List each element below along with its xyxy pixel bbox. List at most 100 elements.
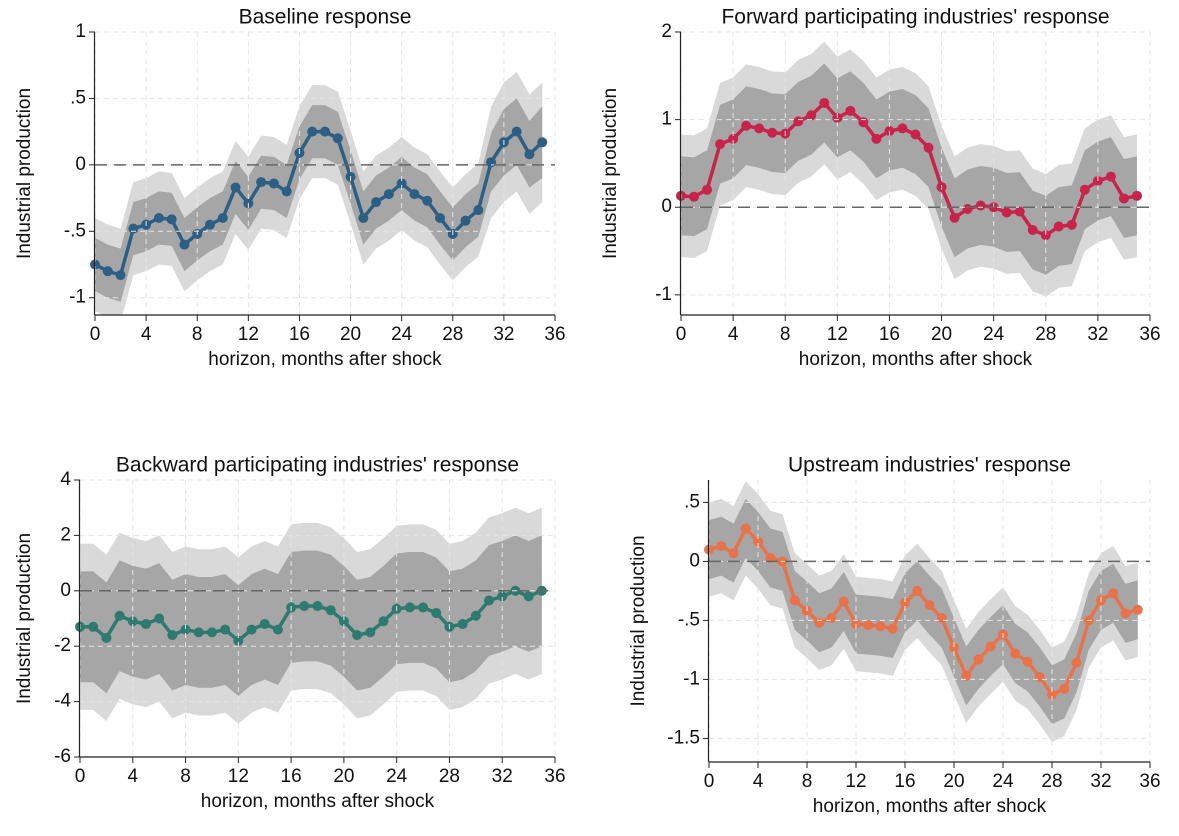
- data-point: [912, 585, 923, 596]
- data-point: [1120, 608, 1131, 619]
- data-point: [101, 632, 112, 643]
- x-tick-label: 8: [192, 324, 203, 345]
- data-point: [256, 177, 267, 188]
- data-point: [1027, 225, 1038, 236]
- y-tick-label: -1.5: [667, 727, 700, 748]
- data-point: [715, 139, 726, 150]
- y-tick-label: 2: [60, 524, 71, 545]
- data-point: [102, 266, 113, 277]
- data-point: [702, 184, 713, 195]
- data-point: [806, 110, 817, 121]
- y-axis-label: Industrial production: [14, 533, 35, 704]
- data-point: [1040, 230, 1051, 241]
- x-tick-label: 20: [333, 766, 354, 787]
- x-axis-label: horizon, months after shock: [201, 791, 435, 812]
- data-point: [767, 127, 778, 138]
- x-tick-label: 4: [728, 324, 739, 345]
- x-tick-label: 4: [127, 766, 138, 787]
- data-point: [887, 623, 898, 634]
- data-point: [365, 627, 376, 638]
- y-tick-label: -.5: [64, 220, 86, 241]
- panel: 0 4 8 12 16 20 24 28 32 36 .5 0 -.5 -1 -1.5 Upstream in…: [628, 454, 1161, 817]
- y-tick-label: -1: [655, 284, 672, 305]
- data-point: [272, 624, 283, 635]
- data-point: [230, 182, 241, 193]
- data-point: [728, 133, 739, 144]
- y-tick-label: -.5: [678, 609, 700, 630]
- y-tick-label: 1: [661, 109, 672, 130]
- data-point: [88, 621, 99, 632]
- data-point: [371, 197, 382, 208]
- data-point: [206, 627, 217, 638]
- data-point: [205, 219, 215, 230]
- data-point: [167, 630, 178, 641]
- data-point: [497, 591, 508, 602]
- data-point: [1105, 171, 1116, 182]
- data-point: [1079, 184, 1090, 195]
- data-point: [217, 213, 228, 224]
- data-point: [728, 548, 739, 559]
- data-point: [1066, 219, 1077, 230]
- y-tick-label: 0: [689, 550, 700, 571]
- x-tick-label: 32: [493, 324, 514, 345]
- data-point: [352, 630, 363, 641]
- x-tick-label: 32: [1087, 324, 1108, 345]
- data-point: [961, 670, 972, 681]
- x-tick-label: 4: [753, 771, 764, 792]
- data-point: [897, 123, 908, 134]
- data-point: [179, 239, 190, 250]
- data-point: [418, 602, 429, 613]
- x-tick-label: 24: [983, 324, 1005, 345]
- x-tick-label: 36: [544, 324, 565, 345]
- data-point: [233, 635, 244, 646]
- data-point: [1059, 683, 1070, 694]
- x-tick-label: 28: [439, 766, 460, 787]
- y-axis-label: Industrial production: [14, 88, 35, 259]
- data-point: [819, 97, 830, 108]
- data-point: [814, 617, 825, 628]
- data-point: [1132, 604, 1143, 615]
- y-tick-label: .5: [70, 87, 86, 108]
- x-axis-label: horizon, months after shock: [813, 796, 1047, 817]
- x-tick-label: 20: [931, 324, 952, 345]
- x-tick-label: 28: [1041, 771, 1062, 792]
- confidence-band: [95, 98, 543, 302]
- data-point: [1014, 206, 1025, 217]
- x-tick-label: 12: [228, 766, 249, 787]
- data-point: [154, 613, 165, 624]
- confidence-band: [95, 71, 543, 315]
- data-point: [114, 610, 125, 621]
- data-point: [1010, 648, 1021, 659]
- y-tick-label: 0: [60, 580, 71, 601]
- y-axis-label: Industrial production: [628, 535, 649, 706]
- data-point: [246, 624, 257, 635]
- data-point: [753, 536, 763, 547]
- y-tick-label: -2: [54, 635, 71, 656]
- data-point: [166, 214, 177, 225]
- confidence-band: [80, 535, 542, 697]
- chart-title: Baseline response: [239, 6, 412, 29]
- y-tick-label: 0: [661, 196, 672, 217]
- x-tick-label: 24: [391, 324, 413, 345]
- x-axis-label: horizon, months after shock: [208, 349, 442, 370]
- data-point: [409, 189, 420, 200]
- y-tick-label: 0: [75, 154, 86, 175]
- data-point: [128, 223, 139, 234]
- data-point: [127, 616, 138, 627]
- y-tick-label: .5: [684, 491, 700, 512]
- x-tick-label: 12: [845, 771, 866, 792]
- x-tick-label: 16: [894, 771, 915, 792]
- data-point: [754, 123, 765, 134]
- data-point: [900, 597, 910, 608]
- data-point: [949, 212, 960, 223]
- x-tick-label: 8: [780, 324, 791, 345]
- data-point: [962, 203, 973, 214]
- confidence-band: [681, 63, 1137, 275]
- y-tick-label: 2: [661, 21, 672, 42]
- data-point: [473, 205, 484, 216]
- x-tick-label: 12: [238, 324, 259, 345]
- plot: [676, 41, 1142, 297]
- data-point: [457, 619, 468, 630]
